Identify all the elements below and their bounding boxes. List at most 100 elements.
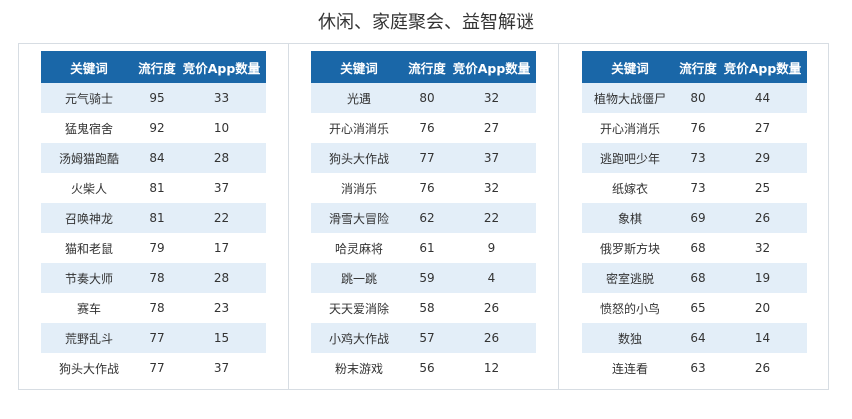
bid-app-count-cell: 12 [483,361,500,375]
keyword-cell: 数独 [582,323,678,353]
popularity-cell: 61 [419,241,435,255]
popularity-cell: 56 [419,361,435,375]
keyword-cell: 消消乐 [340,181,377,196]
panel-divider [288,43,289,390]
keyword-table-panel: 关键词 流行度 竞价App数量 植物大战僵尸 80 44 开心消消乐 76 27 逃跑吧少年 73 2… [582,51,807,383]
bid-app-count-cell: 22 [177,203,266,233]
table-row: 狗头大作战 77 37 [41,353,266,383]
keyword-cell: 节奏大师 [41,263,137,293]
table-row: 猫和老鼠 79 17 [41,233,266,263]
popularity-cell: 80 [407,83,447,113]
popularity-cell: 76 [690,121,706,135]
keyword-cell: 荒野乱斗 [41,323,137,353]
popularity-cell: 84 [137,143,177,173]
popularity-cell: 77 [407,143,447,173]
table-row: 天天爱消除 58 26 [311,293,536,323]
bid-app-count-cell: 32 [447,83,536,113]
header-bid-app-count: 竞价App数量 [718,51,807,83]
keyword-cell: 愤怒的小鸟 [599,301,660,316]
keyword-cell: 跳一跳 [311,263,407,293]
popularity-cell: 68 [690,241,706,255]
table-header-row: 关键词 流行度 竞价App数量 [582,51,807,83]
table-row: 猛鬼宿舍 92 10 [41,113,266,143]
bid-app-count-cell: 32 [754,241,771,255]
keyword-cell: 召唤神龙 [41,203,137,233]
keyword-cell: 猛鬼宿舍 [64,121,113,136]
keyword-cell: 密室逃脱 [582,263,678,293]
table-row: 元气骑士 95 33 [41,83,266,113]
keyword-cell: 赛车 [76,301,101,316]
popularity-cell: 73 [690,181,706,195]
popularity-cell: 69 [678,203,718,233]
table-row: 开心消消乐 76 27 [582,113,807,143]
keyword-cell: 滑雪大冒险 [311,203,407,233]
bid-app-count-cell: 37 [213,181,230,195]
popularity-cell: 76 [419,121,435,135]
bid-app-count-cell: 32 [483,181,500,195]
popularity-cell: 76 [419,181,435,195]
keyword-cell: 光遇 [311,83,407,113]
table-row: 消消乐 76 32 [311,173,536,203]
bid-app-count-cell: 44 [718,83,807,113]
page-title: 休闲、家庭聚会、益智解谜 [318,12,534,33]
bid-app-count-cell: 25 [754,181,771,195]
keyword-cell: 哈灵麻将 [334,241,383,256]
popularity-cell: 58 [419,301,435,315]
popularity-cell: 95 [137,83,177,113]
popularity-cell: 79 [149,241,165,255]
popularity-cell: 64 [678,323,718,353]
popularity-cell: 77 [137,323,177,353]
table-row: 纸嫁衣 73 25 [582,173,807,203]
bid-app-count-cell: 20 [754,301,771,315]
keyword-cell: 猫和老鼠 [64,241,113,256]
table-row: 植物大战僵尸 80 44 [582,83,807,113]
popularity-cell: 62 [407,203,447,233]
table-row: 逃跑吧少年 73 29 [582,143,807,173]
popularity-cell: 80 [678,83,718,113]
keyword-cell: 象棋 [582,203,678,233]
popularity-cell: 78 [149,301,165,315]
popularity-cell: 57 [407,323,447,353]
table-row: 召唤神龙 81 22 [41,203,266,233]
tables-frame [18,43,829,390]
bid-app-count-cell: 10 [213,121,230,135]
keyword-table-panel: 关键词 流行度 竞价App数量 元气骑士 95 33 猛鬼宿舍 92 10 汤姆猫跑酷 84 28 火柴… [41,51,266,383]
header-popularity: 流行度 [407,51,447,83]
bid-app-count-cell: 33 [177,83,266,113]
bid-app-count-cell: 22 [447,203,536,233]
keyword-cell: 开心消消乐 [599,121,660,136]
table-row: 滑雪大冒险 62 22 [311,203,536,233]
keyword-table: 关键词 流行度 竞价App数量 元气骑士 95 33 猛鬼宿舍 92 10 汤姆猫跑酷 84 28 火柴… [41,51,266,383]
keyword-cell: 汤姆猫跑酷 [41,143,137,173]
table-row: 哈灵麻将 61 9 [311,233,536,263]
keyword-cell: 俄罗斯方块 [599,241,660,256]
bid-app-count-cell: 27 [483,121,500,135]
keyword-cell: 天天爱消除 [328,301,389,316]
table-row: 连连看 63 26 [582,353,807,383]
header-popularity: 流行度 [137,51,177,83]
popularity-cell: 59 [407,263,447,293]
keyword-cell: 粉末游戏 [334,361,383,376]
bid-app-count-cell: 4 [447,263,536,293]
panel-divider [558,43,559,390]
keyword-table: 关键词 流行度 竞价App数量 植物大战僵尸 80 44 开心消消乐 76 27 逃跑吧少年 73 2… [582,51,807,383]
keyword-table-panel: 关键词 流行度 竞价App数量 光遇 80 32 开心消消乐 76 27 狗头大作战 77 37 消消乐… [311,51,536,383]
bid-app-count-cell: 14 [718,323,807,353]
table-row: 火柴人 81 37 [41,173,266,203]
popularity-cell: 78 [137,263,177,293]
bid-app-count-cell: 29 [718,143,807,173]
table-header-row: 关键词 流行度 竞价App数量 [311,51,536,83]
table-row: 粉末游戏 56 12 [311,353,536,383]
popularity-cell: 92 [149,121,165,135]
keyword-cell: 小鸡大作战 [311,323,407,353]
table-row: 密室逃脱 68 19 [582,263,807,293]
popularity-cell: 81 [137,203,177,233]
keyword-cell: 植物大战僵尸 [582,83,678,113]
keyword-cell: 连连看 [611,361,648,376]
bid-app-count-cell: 27 [754,121,771,135]
popularity-cell: 65 [690,301,706,315]
table-row: 光遇 80 32 [311,83,536,113]
table-row: 赛车 78 23 [41,293,266,323]
table-row: 象棋 69 26 [582,203,807,233]
bid-app-count-cell: 17 [213,241,230,255]
